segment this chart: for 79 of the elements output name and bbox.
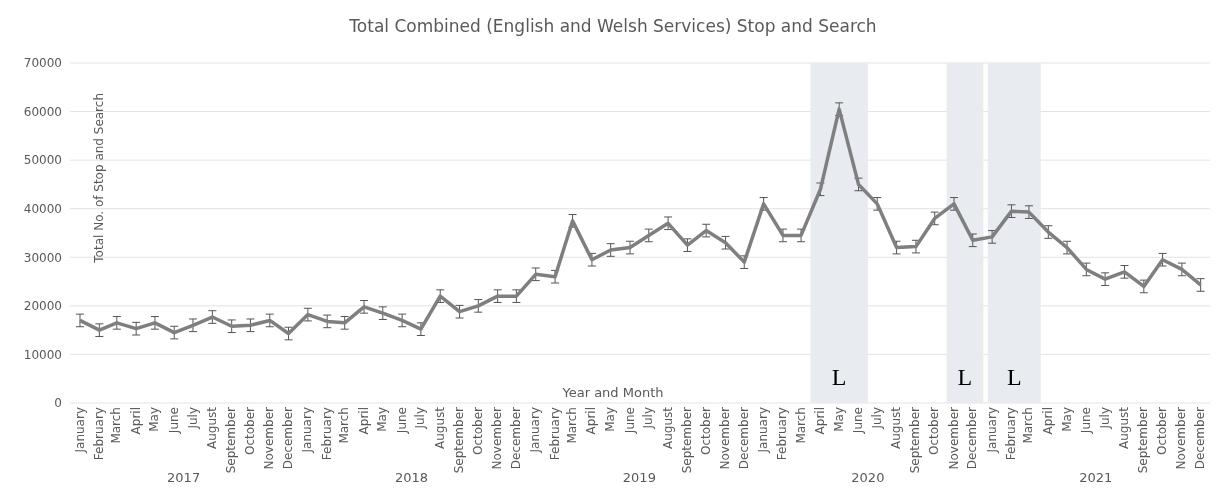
x-tick-label: July [641,407,656,430]
x2-tick-label: 2018 [394,470,429,486]
x2-tick-label: 2020 [851,470,885,486]
x-tick-label: October [1155,406,1170,456]
x-tick-label: June [394,407,409,435]
y-tick-label: 40000 [23,201,62,216]
x-tick-label: November [1174,406,1189,470]
x2-tick-label: 2021 [1079,470,1113,486]
band-label: L [1006,364,1022,390]
x-tick-label: July [869,407,884,430]
x-tick-label: July [413,407,428,430]
x-tick-label: June [1078,407,1093,435]
x-tick-label: January [300,407,315,454]
x-tick-label: December [736,406,751,470]
x-tick-label: April [1040,407,1055,435]
x-tick-label: May [375,407,390,432]
x-tick-label: December [508,406,523,470]
y-tick-label: 50000 [23,153,62,168]
y-tick-label: 20000 [23,299,62,314]
x-tick-label: April [812,407,827,435]
x-tick-label: October [242,406,257,456]
x-tick-label: December [281,406,296,470]
y-tick-label: 30000 [23,250,62,265]
x-tick-label: August [660,406,675,449]
x-tick-label: March [1021,407,1036,444]
x-tick-label: December [965,406,980,470]
x-tick-label: June [851,407,866,435]
chart-title: Total Combined (English and Welsh Services) Stop and Search [348,15,878,36]
x-tick-label: March [565,407,580,444]
x-tick-label: February [1003,407,1018,461]
x-tick-label: May [603,407,618,432]
x-tick-label: November [946,406,961,470]
y-tick-label: 70000 [23,56,62,71]
y-tick-label: 10000 [23,347,62,362]
x-axis-title: Year and Month [562,385,664,400]
x-tick-label: March [109,407,124,444]
y-tick-label: 60000 [23,104,62,119]
x-tick-label: August [432,406,447,449]
x-tick-label: January [984,407,999,454]
x-tick-label: March [337,407,352,444]
x2-tick-label: 2017 [167,470,201,486]
x-tick-label: August [204,406,219,449]
x-tick-label: September [1136,406,1151,474]
y-axis-title: Total No. of Stop and Search [91,93,106,264]
x-tick-label: December [1193,406,1208,470]
x-tick-label: May [1059,407,1074,432]
x-tick-label: June [166,407,181,435]
x-tick-label: September [679,406,694,474]
x-tick-label: April [128,407,143,435]
x-tick-label: August [889,406,904,449]
x-tick-label: November [262,406,277,470]
x-tick-label: July [1097,407,1112,430]
x-tick-label: September [224,406,239,474]
y-tick-label: 0 [54,396,62,411]
x-tick-label: November [490,406,505,470]
x-tick-label: July [185,407,200,430]
x-tick-label: February [91,407,106,461]
band-label: L [957,364,973,390]
x-tick-label: February [319,407,334,461]
x-tick-label: April [584,407,599,435]
x-tick-label: August [1116,406,1131,449]
x-tick-label: November [718,406,733,470]
x-tick-label: October [470,406,485,456]
x-tick-label: September [908,406,923,474]
band-label: L [831,364,847,390]
x-tick-label: February [775,407,790,461]
x-tick-label: February [547,407,562,461]
x-tick-label: January [528,407,543,454]
x2-tick-label: 2019 [622,470,656,486]
x-tick-label: May [831,407,846,432]
x-tick-label: May [147,407,162,432]
x-tick-label: April [356,407,371,435]
x-tick-label: January [72,407,87,454]
x-tick-label: October [927,406,942,456]
x-tick-label: January [756,407,771,454]
x-tick-label: March [793,407,808,444]
x-tick-label: June [622,407,637,435]
x-tick-label: October [698,406,713,456]
x-tick-label: September [452,406,467,474]
